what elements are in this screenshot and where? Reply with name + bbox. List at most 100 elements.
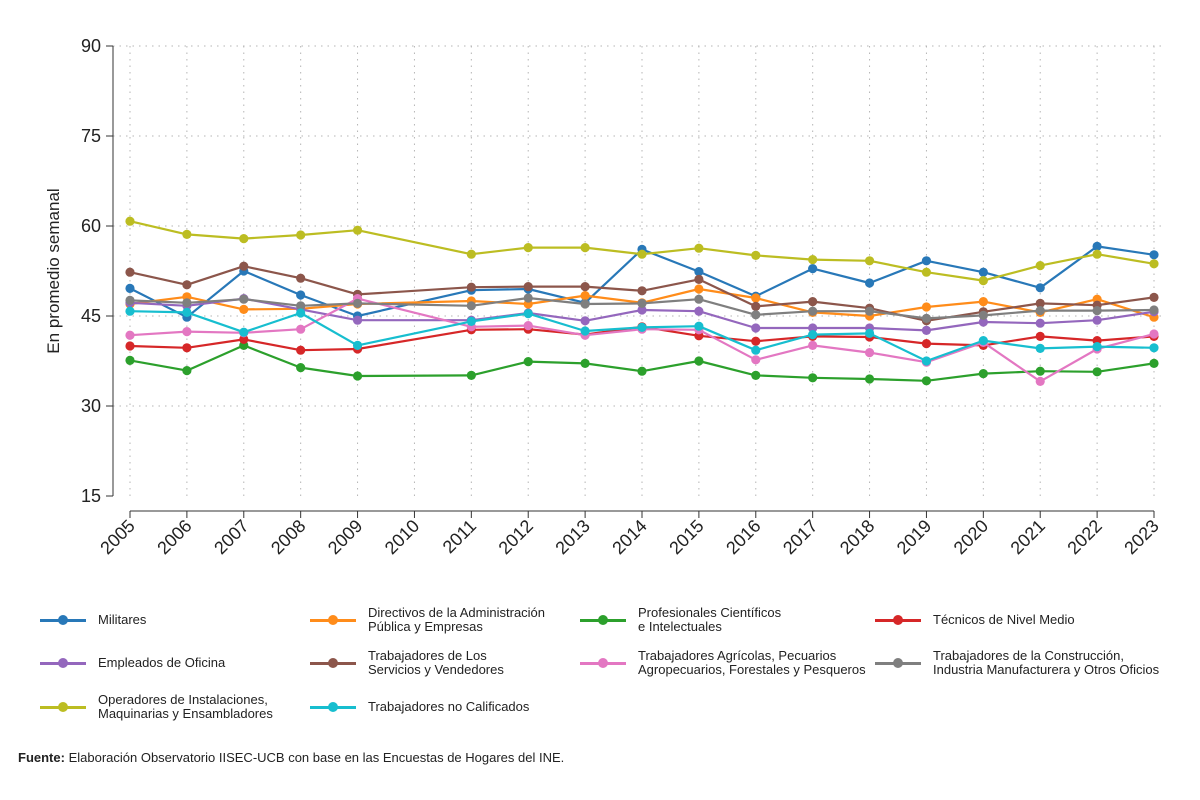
- legend-label-5: Empleados de Oficina: [98, 655, 226, 670]
- data-point-s2-2016: [751, 293, 761, 303]
- data-point-s10-2020: [978, 336, 988, 346]
- data-point-s8-2009: [352, 298, 363, 308]
- legend-swatch-8: [875, 656, 921, 670]
- data-point-s10-2019: [921, 356, 932, 366]
- data-point-s8-2020: [978, 310, 988, 320]
- x-tick-label-2021: 2021: [1007, 516, 1049, 558]
- data-point-s6-2013: [580, 282, 590, 292]
- data-point-s2-2007: [239, 304, 249, 314]
- line-chart: 15 30 45 60 75 90 En promedio semanal 2005 2006 2…: [44, 36, 1166, 558]
- data-point-s7-2017: [808, 340, 818, 350]
- x-tick-label-2018: 2018: [836, 516, 878, 558]
- data-point-s5-2022: [1092, 315, 1102, 325]
- data-point-s9-2012: [523, 243, 533, 253]
- series-line-3: [129, 344, 1155, 382]
- data-point-s9-2017: [808, 255, 818, 265]
- legend-label-7: Trabajadores Agrícolas, Pecuarios Agrope…: [638, 648, 866, 677]
- series-line-9: [129, 220, 1155, 282]
- series-line-6: [129, 265, 1155, 322]
- legend-label-6: Trabajadores de Los Servicios y Vendedor…: [368, 648, 504, 677]
- x-tick-label-2017: 2017: [779, 516, 821, 558]
- data-point-s3-2022: [1092, 367, 1102, 377]
- y-axis-title: En promedio semanal: [44, 188, 63, 353]
- x-tick-label-2010: 2010: [381, 516, 423, 558]
- y-tick-label-45: 45: [81, 306, 101, 326]
- data-point-s9-2018: [864, 256, 875, 266]
- legend-swatch-10: [310, 700, 356, 714]
- data-point-s3-2013: [580, 358, 590, 368]
- x-tick-label-2015: 2015: [665, 516, 707, 558]
- data-point-s6-2006: [182, 280, 192, 290]
- data-point-s10-2016: [751, 345, 761, 355]
- data-point-s6-2005: [125, 267, 135, 277]
- data-point-s6-2011: [466, 282, 476, 292]
- legend-label-1: Militares: [98, 612, 147, 627]
- data-point-s8-2018: [864, 306, 875, 316]
- data-point-s8-2008: [296, 301, 306, 311]
- data-point-s1-2022: [1092, 241, 1102, 251]
- data-point-s3-2020: [978, 369, 988, 379]
- legend-swatch-9: [40, 700, 86, 714]
- data-point-s9-2013: [580, 243, 590, 253]
- x-tick-label-2008: 2008: [267, 516, 309, 558]
- data-point-s4-2019: [921, 339, 932, 349]
- data-point-s1-2019: [921, 256, 932, 266]
- data-point-s5-2015: [694, 306, 704, 316]
- data-point-s10-2011: [466, 316, 476, 326]
- legend-swatch-4: [875, 613, 921, 627]
- x-tick-label-2016: 2016: [722, 516, 764, 558]
- series-line-5: [129, 297, 1155, 332]
- data-point-s8-2013: [580, 299, 590, 309]
- x-tick-label-2009: 2009: [324, 516, 366, 558]
- data-point-s7-2005: [125, 330, 135, 340]
- x-tick-label-2022: 2022: [1063, 516, 1105, 558]
- data-point-s8-2011: [466, 301, 476, 311]
- data-point-s7-2008: [296, 324, 306, 334]
- x-tick-label-2007: 2007: [210, 516, 252, 558]
- legend-label-10: Trabajadores no Calificados: [368, 699, 530, 714]
- data-point-s8-2007: [239, 294, 249, 304]
- data-point-s9-2016: [751, 250, 761, 260]
- legend-swatch-6: [310, 656, 356, 670]
- data-point-s8-2015: [694, 294, 704, 304]
- data-point-s1-2021: [1035, 283, 1045, 293]
- series-line-8: [129, 296, 1155, 320]
- y-tick-label-90: 90: [81, 36, 101, 56]
- data-point-s3-2005: [125, 355, 135, 365]
- x-tick-label-2019: 2019: [893, 516, 935, 558]
- data-point-s8-2017: [808, 306, 818, 316]
- y-tick-label-75: 75: [81, 126, 101, 146]
- data-point-s6-2008: [296, 273, 306, 283]
- data-point-s6-2021: [1035, 298, 1045, 308]
- data-point-s7-2018: [864, 348, 875, 358]
- data-point-s10-2023: [1149, 343, 1159, 353]
- data-point-s8-2023: [1149, 305, 1159, 315]
- data-point-s8-2014: [637, 298, 647, 308]
- data-point-s3-2015: [694, 356, 704, 366]
- data-point-s9-2022: [1092, 249, 1102, 259]
- data-point-s10-2012: [523, 309, 533, 319]
- legend-item-10: Trabajadores no Calificados: [310, 687, 529, 727]
- data-point-s9-2006: [182, 229, 192, 239]
- data-point-s3-2021: [1035, 366, 1045, 376]
- data-point-s9-2007: [239, 234, 249, 244]
- data-point-s5-2013: [580, 316, 590, 326]
- data-point-s8-2019: [921, 313, 932, 323]
- data-point-s6-2007: [239, 261, 249, 271]
- data-point-s10-2015: [694, 321, 704, 331]
- data-point-s2-2015: [694, 284, 704, 294]
- data-point-s5-2019: [921, 325, 932, 335]
- data-point-s5-2017: [808, 323, 818, 333]
- data-point-s1-2017: [808, 264, 818, 274]
- data-point-s9-2011: [466, 249, 476, 259]
- data-point-s4-2007: [239, 334, 249, 344]
- legend-item-5: Empleados de Oficina: [40, 643, 225, 683]
- data-point-s3-2017: [808, 373, 818, 383]
- data-point-s8-2005: [125, 295, 135, 305]
- data-point-s10-2013: [580, 326, 590, 336]
- legend-swatch-3: [580, 613, 626, 627]
- data-point-s10-2014: [637, 322, 647, 332]
- data-point-s4-2005: [125, 341, 135, 351]
- data-point-s5-2014: [637, 305, 647, 315]
- data-point-s9-2019: [921, 267, 932, 277]
